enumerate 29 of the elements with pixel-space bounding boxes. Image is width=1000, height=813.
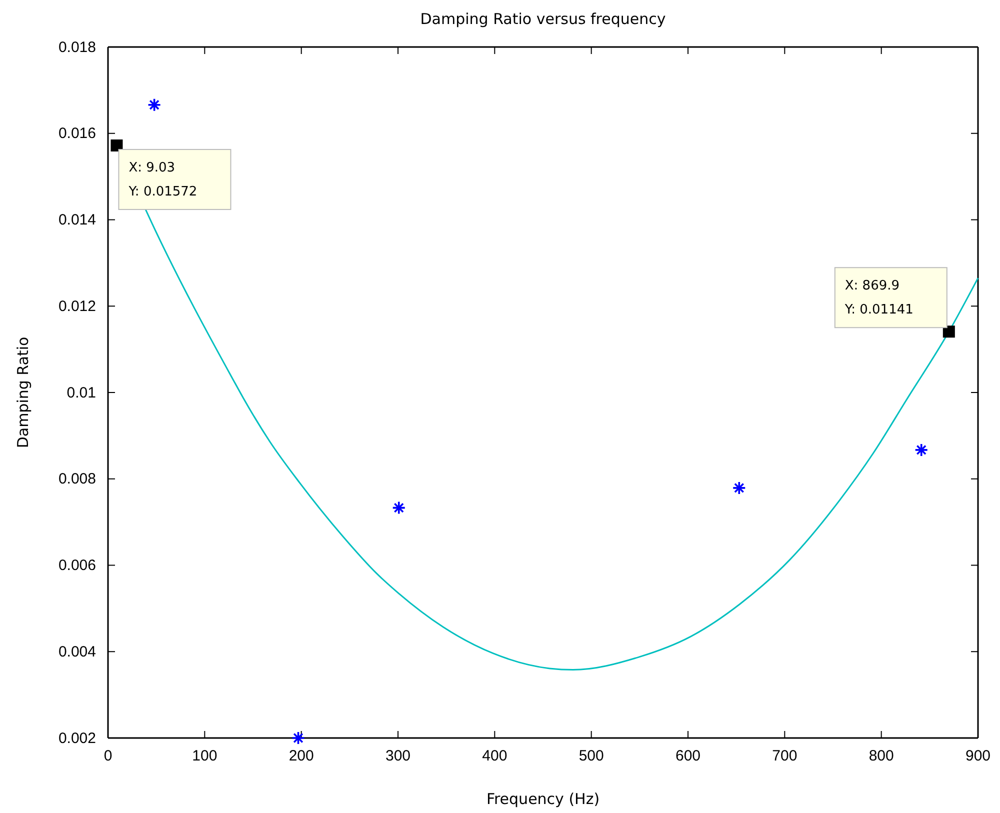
annotation: X: 9.03 Y: 0.01572 [128, 160, 198, 200]
x-tick-label: 500 [578, 748, 604, 765]
x-tick-label: 600 [675, 748, 701, 765]
y-tick-label: 0.006 [58, 557, 96, 574]
chart-title: Damping Ratio versus frequency [420, 10, 666, 28]
x-tick-label: 800 [868, 748, 894, 765]
annotation: X: 869.9 Y: 0.01141 [844, 278, 914, 318]
y-tick-label: 0.014 [58, 212, 96, 229]
y-axis-title: Damping Ratio [14, 336, 32, 448]
point [392, 500, 406, 515]
x-tick-label: 700 [772, 748, 798, 765]
y-tick-label: 0.002 [58, 730, 96, 747]
x-tick-label: 200 [288, 748, 314, 765]
point [914, 443, 928, 457]
x-tick-label: 300 [385, 748, 411, 765]
y-tick-label: 0.012 [58, 298, 96, 315]
x-tick-label: 0 [104, 748, 112, 765]
point [732, 481, 746, 495]
point [147, 98, 162, 112]
x-axis-title: Frequency (Hz) [486, 790, 600, 808]
point [291, 731, 306, 745]
y-tick-label: 0.004 [58, 643, 96, 660]
y-tick-label: 0.008 [58, 470, 96, 488]
y-tick-label: 0.01 [66, 384, 96, 402]
x-tick-label: 100 [192, 748, 218, 765]
y-tick-label: 0.018 [58, 38, 96, 56]
y-tick-label: 0.016 [58, 125, 96, 142]
x-tick-label: 400 [482, 748, 508, 765]
x-tick-label: 900 [965, 748, 991, 765]
